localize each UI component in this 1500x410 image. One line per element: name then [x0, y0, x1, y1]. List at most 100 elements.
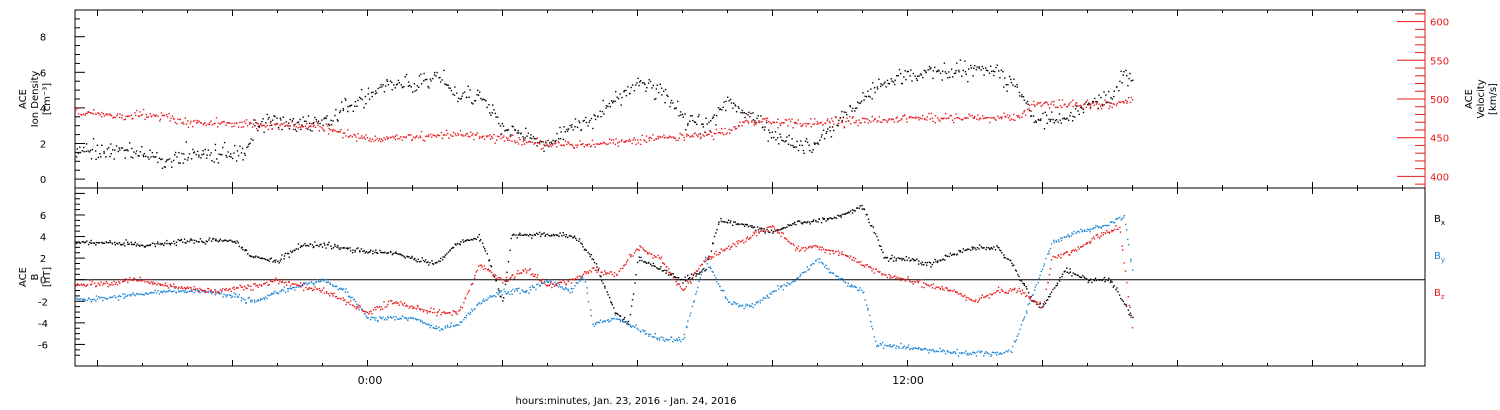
field-point [100, 296, 103, 299]
density-point [319, 122, 321, 125]
velocity-point [710, 131, 712, 134]
density-point [337, 120, 339, 122]
field-point [415, 259, 417, 262]
density-point [697, 116, 699, 118]
field-point [97, 242, 99, 244]
field-point [1056, 257, 1058, 259]
field-point [567, 290, 570, 292]
field-point [921, 349, 924, 351]
field-point [622, 267, 624, 269]
density-point [214, 149, 217, 151]
field-point [373, 316, 375, 319]
field-point [227, 240, 229, 242]
field-series-red [75, 225, 1134, 329]
density-point [667, 95, 669, 98]
density-point [241, 147, 244, 150]
density-point [76, 148, 78, 150]
field-point [1108, 231, 1111, 233]
field-point [242, 289, 245, 291]
field-point [907, 346, 909, 349]
field-point [354, 251, 356, 253]
field-point [828, 271, 831, 274]
field-point [158, 243, 160, 245]
field-point [535, 288, 537, 291]
velocity-point [81, 114, 83, 116]
field-point [1000, 288, 1003, 291]
density-point [924, 70, 927, 72]
field-point [925, 348, 927, 350]
field-point [346, 301, 348, 304]
field-point [768, 226, 770, 228]
field-point [233, 241, 235, 243]
density-point [1077, 110, 1079, 112]
field-point [432, 327, 434, 329]
field-point [920, 349, 922, 351]
field-point [90, 242, 92, 244]
density-point [922, 76, 924, 79]
field-point [672, 341, 674, 343]
field-point [752, 227, 755, 229]
field-point [513, 277, 515, 280]
velocity-point [1085, 106, 1087, 109]
field-point [665, 272, 667, 274]
velocity-point [536, 137, 538, 139]
velocity-point [300, 125, 302, 128]
density-point [1050, 118, 1052, 121]
velocity-point [130, 114, 132, 117]
field-point [411, 255, 413, 258]
field-point [349, 247, 351, 249]
field-point [783, 227, 785, 229]
field-point [903, 345, 905, 347]
field-point [171, 285, 173, 287]
field-point [658, 257, 660, 259]
velocity-point [237, 126, 240, 128]
density-point [308, 122, 311, 125]
field-point [392, 303, 394, 305]
field-point [583, 278, 586, 281]
velocity-point [254, 119, 257, 121]
density-point [566, 130, 569, 132]
field-point [476, 303, 479, 305]
field-point [510, 290, 512, 292]
field-point [1120, 219, 1122, 221]
field-point [619, 315, 622, 317]
field-point [1072, 249, 1074, 251]
field-point [781, 227, 783, 230]
field-point [951, 290, 954, 292]
field-point [161, 290, 163, 292]
field-point [838, 252, 841, 254]
field-point [724, 296, 727, 298]
field-point [598, 321, 601, 324]
velocity-point [173, 118, 175, 120]
density-point [768, 129, 770, 131]
field-point [254, 283, 256, 285]
velocity-y-tick-label: 600 [1430, 18, 1449, 29]
field-point [844, 254, 847, 256]
field-point [926, 264, 928, 266]
density-point [415, 89, 418, 91]
velocity-point [819, 122, 821, 124]
field-point [820, 249, 823, 251]
density-point [170, 161, 173, 163]
field-point [1110, 280, 1112, 282]
velocity-point [934, 122, 936, 124]
velocity-point [257, 123, 259, 125]
field-point [728, 245, 730, 247]
field-point [856, 207, 859, 209]
velocity-point [1097, 108, 1099, 110]
velocity-point [1090, 104, 1092, 106]
velocity-point [687, 134, 690, 136]
field-point [287, 252, 290, 255]
velocity-point [481, 136, 483, 139]
field-point [260, 284, 262, 286]
density-point [198, 156, 200, 158]
velocity-point [294, 123, 296, 125]
field-point [877, 270, 879, 273]
density-point [507, 128, 509, 131]
field-point [740, 223, 742, 225]
field-point [359, 305, 361, 307]
field-point [137, 280, 139, 282]
field-point [962, 248, 964, 250]
field-point [407, 319, 409, 322]
density-point [562, 138, 565, 141]
